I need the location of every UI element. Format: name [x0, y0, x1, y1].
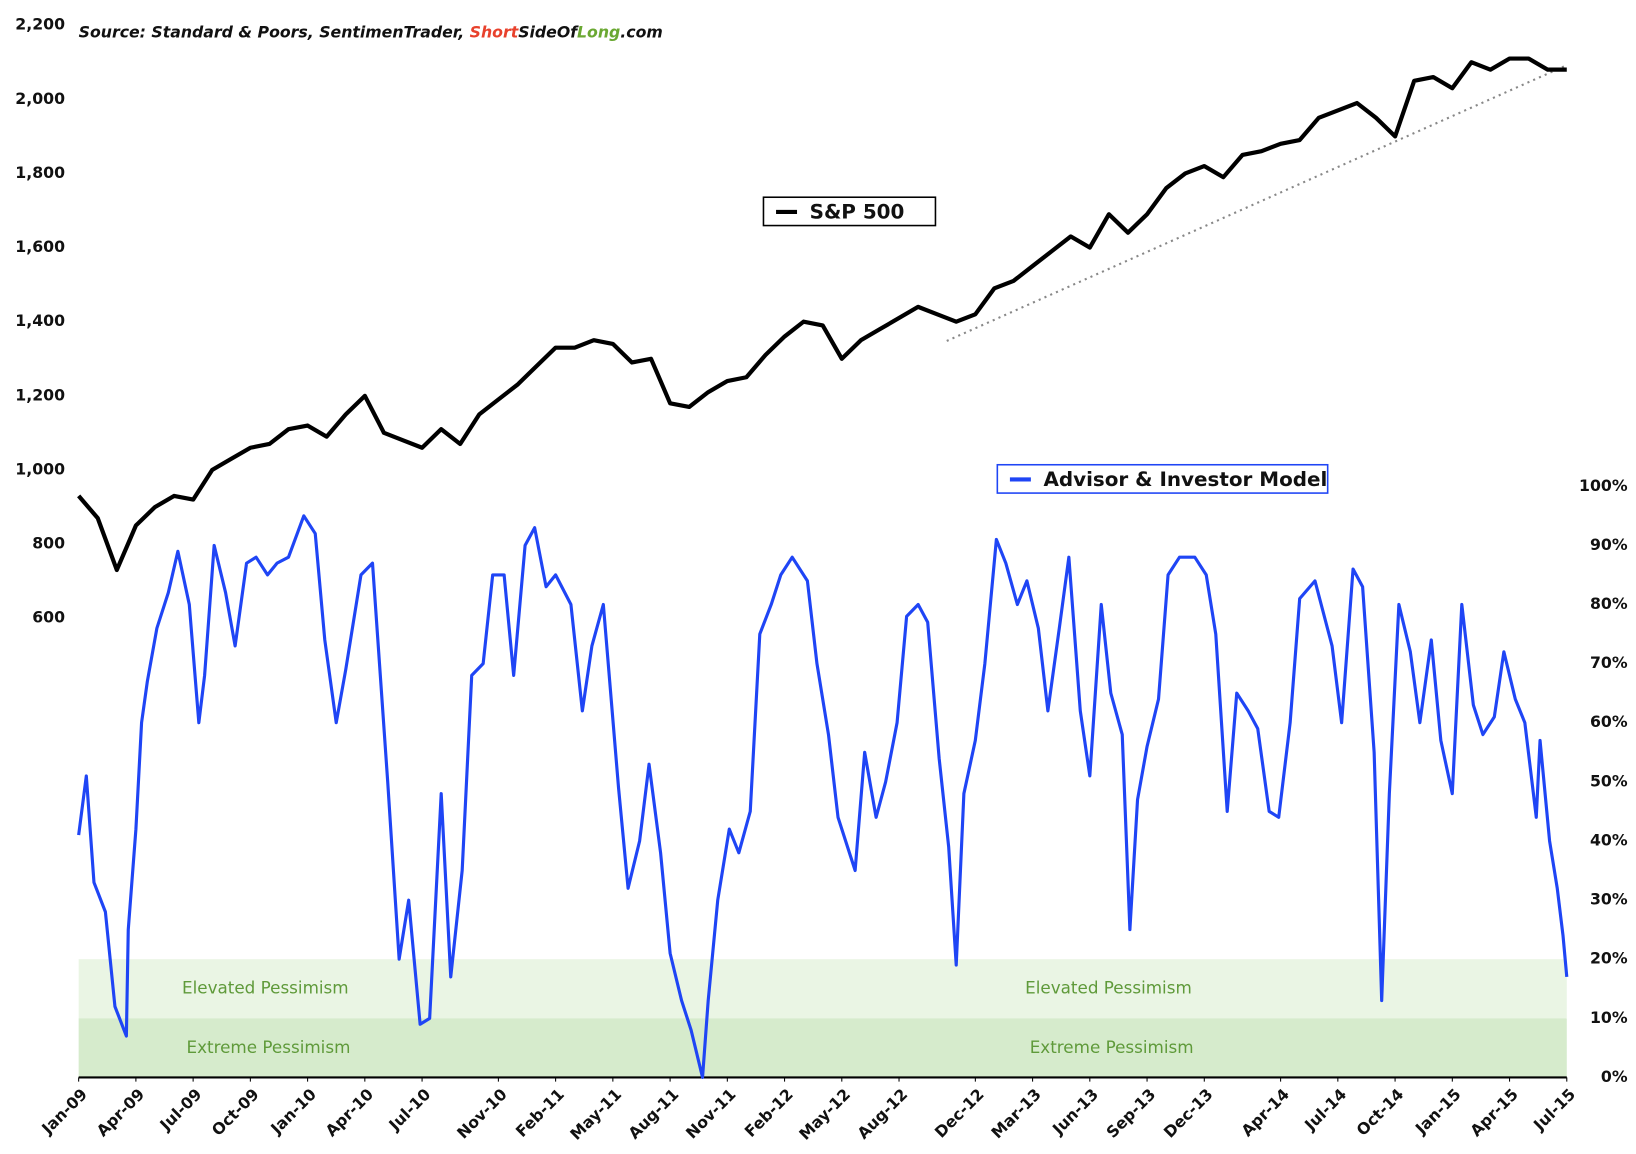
y2-tick-label: 50%: [1590, 771, 1628, 790]
pessimism-band: [78, 1018, 1567, 1078]
x-tick-label: Dec-13: [1160, 1085, 1217, 1142]
band-label: Elevated Pessimism: [182, 978, 349, 998]
x-tick-label: Apr-15: [1466, 1085, 1522, 1141]
source-note: Source: Standard & Poors, SentimenTrader…: [79, 22, 663, 41]
band-label: Elevated Pessimism: [1025, 978, 1192, 998]
legend: Advisor & Investor Model: [996, 463, 1329, 494]
x-tick-label: Jan-15: [1411, 1085, 1465, 1139]
x-tick-label: Jun-13: [1048, 1085, 1102, 1139]
x-tick-label: Aug-11: [624, 1085, 682, 1143]
x-tick-label: May-11: [566, 1085, 625, 1144]
y-tick-label: 1,200: [15, 385, 65, 404]
x-tick-label: Jul-09: [155, 1085, 205, 1135]
y2-tick-label: 20%: [1590, 949, 1628, 968]
y2-tick-label: 30%: [1590, 890, 1628, 909]
band-label: Extreme Pessimism: [1030, 1037, 1194, 1057]
y-tick-label: 1,800: [15, 163, 65, 182]
x-tick-label: Oct-09: [208, 1085, 263, 1140]
y-tick-label: 2,200: [15, 15, 65, 34]
x-tick-label: Apr-10: [322, 1085, 378, 1141]
x-tick-label: Apr-14: [1237, 1085, 1293, 1141]
y2-tick-label: 60%: [1590, 712, 1628, 731]
legend: S&P 500: [762, 196, 937, 227]
x-tick-label: Jan-10: [266, 1085, 320, 1139]
source-part: Short: [470, 22, 519, 41]
legend-label: Advisor & Investor Model: [1043, 468, 1327, 491]
x-tick-label: Sep-13: [1102, 1085, 1159, 1142]
x-tick-label: Mar-13: [987, 1085, 1045, 1143]
y2-tick-label: 0%: [1601, 1067, 1628, 1086]
x-tick-label: Jan-09: [37, 1085, 91, 1139]
source-part: Long: [577, 22, 620, 41]
x-tick-label: Oct-14: [1353, 1085, 1408, 1140]
x-tick-label: Jul-10: [384, 1085, 434, 1135]
x-tick-label: Feb-11: [512, 1085, 568, 1141]
trendline: [946, 64, 1568, 342]
x-tick-label: Aug-12: [853, 1085, 911, 1143]
y2-tick-label: 80%: [1590, 594, 1628, 613]
x-tick-label: Nov-11: [682, 1085, 740, 1143]
source-part: Source: Standard & Poors, SentimenTrader…: [79, 22, 470, 41]
y2-tick-label: 40%: [1590, 830, 1628, 849]
band-label: Extreme Pessimism: [187, 1037, 351, 1057]
x-tick-label: Feb-12: [741, 1085, 797, 1141]
series-line: [77, 56, 1567, 573]
x-tick-label: Apr-09: [93, 1085, 149, 1141]
y-tick-label: 600: [32, 608, 65, 627]
x-tick-label: Nov-10: [453, 1085, 511, 1143]
y-tick-label: 2,000: [15, 89, 65, 108]
x-tick-label: Jul-14: [1300, 1085, 1350, 1135]
y-tick-label: 1,600: [15, 237, 65, 256]
x-tick-label: Jul-15: [1529, 1085, 1579, 1135]
y-tick-label: 1,400: [15, 311, 65, 330]
source-part: SideOf: [518, 22, 579, 41]
legend-box: [996, 463, 1329, 494]
y2-tick-label: 10%: [1590, 1008, 1628, 1027]
pessimism-band: [78, 959, 1567, 1019]
y2-tick-label: 90%: [1590, 535, 1628, 554]
y-tick-label: 1,000: [15, 459, 65, 478]
x-tick-label: Dec-12: [931, 1085, 988, 1142]
y2-tick-label: 100%: [1579, 476, 1628, 495]
y-tick-label: 800: [32, 534, 65, 553]
y2-tick-label: 70%: [1590, 653, 1628, 672]
series-line: [77, 514, 1569, 1079]
x-tick-label: May-12: [795, 1085, 854, 1144]
source-part: .com: [620, 22, 662, 41]
legend-label: S&P 500: [810, 200, 905, 223]
